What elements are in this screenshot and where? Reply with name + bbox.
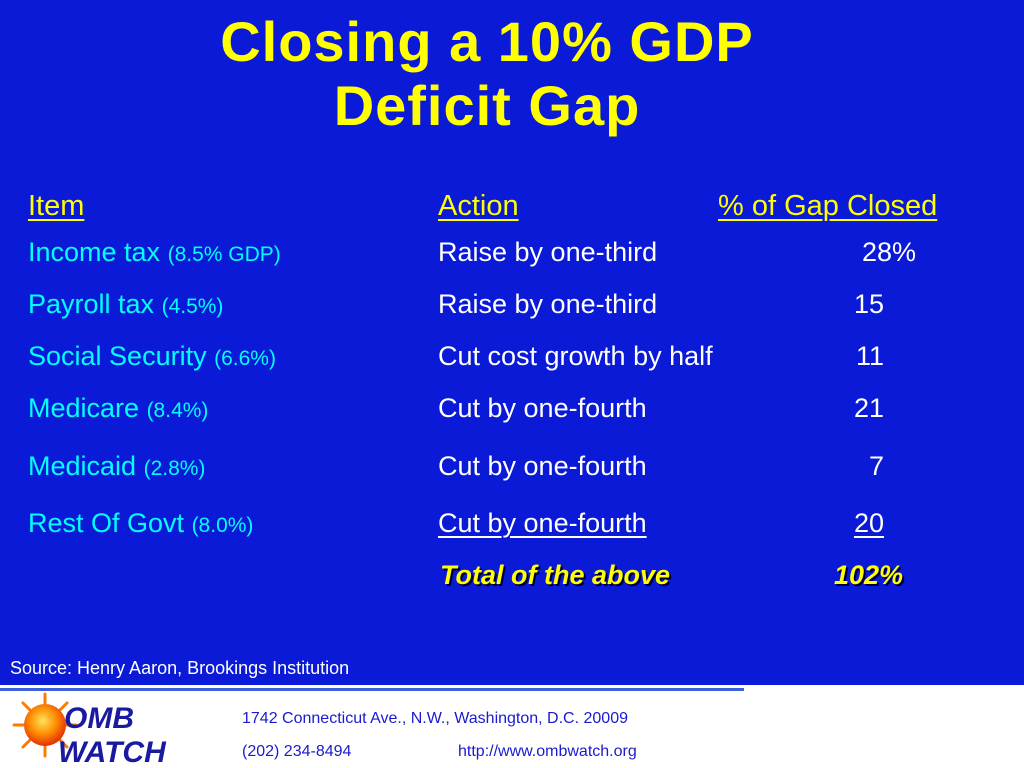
row-pct: 21 xyxy=(853,393,884,423)
footer-phone: (202) 234-8494 xyxy=(242,743,352,760)
header-pct: % of Gap Closed xyxy=(718,190,938,222)
row-action: Raise by one-third xyxy=(438,237,658,267)
header-action: Action xyxy=(438,190,519,222)
item-name: Social Security xyxy=(28,341,207,371)
slide: Closing a 10% GDP Deficit Gap Item Actio… xyxy=(0,0,1024,685)
total-value: 102% xyxy=(834,560,904,590)
row-item: Rest Of Govt (8.0%) xyxy=(28,507,253,542)
row-action: Cut by one-fourth xyxy=(438,393,647,423)
row-pct: 11 xyxy=(855,341,884,371)
row-pct-value: 20 xyxy=(853,508,884,538)
row-item: Income tax (8.5% GDP) xyxy=(28,236,281,271)
item-share: (6.6%) xyxy=(214,347,276,370)
row-action: Raise by one-third xyxy=(438,289,658,319)
footer-divider xyxy=(0,688,744,691)
logo-text-watch: WATCH xyxy=(58,736,167,768)
footer-url[interactable]: http://www.ombwatch.org xyxy=(458,743,637,760)
title-line-2: Deficit Gap xyxy=(333,74,641,137)
item-share: (8.5% GDP) xyxy=(167,243,281,266)
item-share: (8.0%) xyxy=(191,514,254,537)
item-name: Medicare xyxy=(28,393,140,423)
footer-address: 1742 Connecticut Ave., N.W., Washington,… xyxy=(242,710,628,727)
logo-text-omb: OMB xyxy=(64,702,134,735)
row-pct: 15 xyxy=(853,289,884,319)
sun-icon xyxy=(12,692,78,758)
row-item: Payroll tax (4.5%) xyxy=(28,288,223,323)
row-pct: 20 xyxy=(804,507,884,539)
row-action: Cut by one-fourth xyxy=(438,508,647,538)
item-share: (4.5%) xyxy=(161,295,224,318)
item-share: (8.4%) xyxy=(146,399,209,422)
header-item: Item xyxy=(28,190,85,222)
item-name: Income tax xyxy=(28,237,161,267)
row-item: Medicare (8.4%) xyxy=(28,392,208,427)
slide-title: Closing a 10% GDP Deficit Gap xyxy=(0,10,974,138)
item-share: (2.8%) xyxy=(143,457,206,480)
item-name: Medicaid xyxy=(28,451,137,481)
item-name: Payroll tax xyxy=(28,289,155,319)
title-line-1: Closing a 10% GDP xyxy=(220,10,754,73)
row-pct: 28% xyxy=(861,237,916,267)
source-note: Source: Henry Aaron, Brookings Instituti… xyxy=(10,658,350,678)
row-action: Cut cost growth by half xyxy=(438,341,713,371)
item-name: Rest Of Govt xyxy=(28,508,185,538)
row-action: Cut by one-fourth xyxy=(438,451,647,481)
row-pct: 7 xyxy=(868,451,884,481)
row-item: Social Security (6.6%) xyxy=(28,340,276,375)
total-label: Total of the above xyxy=(440,560,671,590)
row-item: Medicaid (2.8%) xyxy=(28,450,205,485)
omb-watch-logo: OMB WATCH xyxy=(12,692,167,768)
